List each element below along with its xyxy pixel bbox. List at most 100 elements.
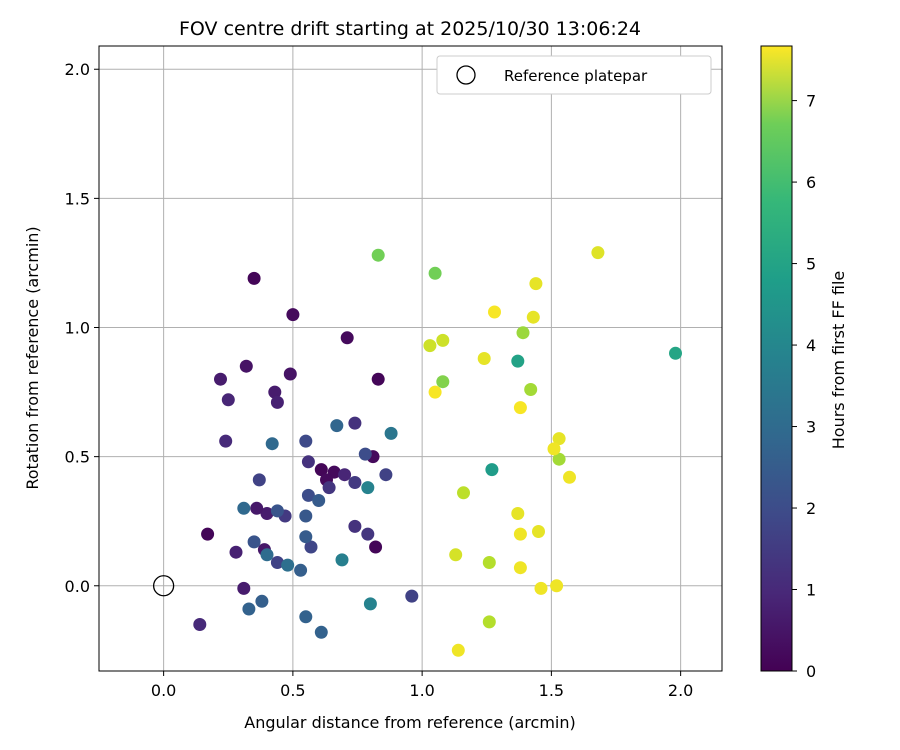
x-axis-ticks: 0.0 0.5 1.0 1.5 2.0 [151, 671, 693, 700]
x-tick-label: 1.5 [539, 681, 564, 700]
data-point [214, 372, 227, 386]
data-point [322, 481, 336, 495]
data-point [451, 643, 465, 657]
data-point [405, 589, 419, 603]
data-point [379, 468, 393, 482]
data-point [371, 248, 385, 262]
data-point [270, 395, 284, 409]
data-point [265, 437, 279, 451]
data-point [338, 468, 352, 482]
data-point [669, 346, 682, 360]
y-axis-label: Rotation from reference (arcmin) [23, 226, 42, 489]
data-point [363, 597, 377, 611]
data-point [526, 310, 540, 324]
data-point [449, 548, 463, 562]
data-point [516, 326, 530, 340]
data-point [330, 419, 344, 433]
data-point [299, 610, 313, 624]
data-point [348, 476, 362, 489]
data-point [547, 442, 561, 456]
data-point [511, 507, 525, 520]
data-point [268, 385, 282, 399]
data-point [239, 359, 253, 373]
y-tick-label: 1.5 [65, 189, 90, 208]
data-point [428, 385, 442, 399]
x-axis-label: Angular distance from reference (arcmin) [244, 713, 575, 732]
data-point [371, 372, 385, 386]
data-point [457, 486, 470, 500]
data-point [591, 246, 605, 260]
grid-lines [99, 46, 722, 671]
data-point [423, 339, 437, 353]
reference-platepar-marker [152, 575, 175, 597]
data-point [304, 540, 318, 554]
data-point [314, 625, 328, 639]
data-point [563, 470, 576, 484]
data-point [255, 594, 269, 608]
data-point [312, 494, 326, 507]
data-point [193, 618, 207, 631]
data-point [485, 463, 499, 477]
colorbar-tick-label: 6 [806, 173, 816, 192]
data-point [436, 375, 450, 389]
colorbar-tick-label: 3 [806, 418, 816, 437]
data-point [286, 308, 300, 322]
data-point [340, 331, 354, 345]
x-tick-label: 1.0 [409, 681, 434, 700]
data-point [201, 527, 215, 541]
data-point [511, 354, 525, 368]
data-point [361, 527, 375, 541]
legend-box [436, 55, 712, 95]
legend: Reference platepar [436, 55, 712, 95]
data-point [529, 277, 543, 291]
y-axis-ticks: 0.0 0.5 1.0 1.5 2.0 [65, 60, 99, 596]
data-point [314, 463, 328, 477]
data-point [358, 447, 372, 461]
y-tick-label: 2.0 [65, 60, 90, 79]
colorbar-ticks: 0 1 2 3 4 5 6 7 [792, 92, 816, 681]
data-point [552, 452, 566, 466]
data-point [247, 535, 261, 549]
colorbar-tick-label: 5 [806, 255, 816, 274]
data-point [281, 558, 295, 572]
colorbar-tick-label: 4 [806, 336, 816, 355]
colorbar-tick-label: 7 [806, 92, 816, 111]
data-point [482, 556, 496, 569]
data-point [436, 333, 450, 347]
colorbar-tick-label: 1 [806, 581, 816, 600]
data-point [294, 563, 308, 577]
data-point [348, 519, 362, 533]
data-point [361, 481, 375, 495]
data-point [221, 393, 235, 407]
data-point [513, 401, 527, 415]
data-point [283, 367, 297, 381]
data-point [384, 426, 398, 440]
data-point [270, 504, 284, 518]
data-point [250, 501, 264, 515]
legend-label-reference: Reference platepar [504, 67, 648, 85]
x-tick-label: 0.0 [151, 681, 176, 700]
colorbar-tick-label: 2 [806, 499, 816, 518]
data-point [335, 553, 349, 567]
data-point [550, 579, 564, 593]
data-point [348, 416, 362, 430]
data-points [152, 246, 682, 657]
data-point [270, 556, 284, 569]
data-point [252, 473, 266, 487]
colorbar: 0 1 2 3 4 5 6 7 Hours from first FF file [760, 45, 848, 681]
data-point [534, 581, 548, 595]
data-point [369, 540, 383, 554]
data-point [260, 548, 274, 562]
y-tick-label: 0.0 [65, 577, 90, 596]
data-point [524, 383, 538, 396]
x-tick-label: 0.5 [280, 681, 305, 700]
data-point [428, 266, 442, 280]
data-point [299, 509, 313, 523]
colorbar-tick-label: 0 [806, 662, 816, 681]
legend-marker-reference [456, 65, 476, 85]
x-tick-label: 2.0 [668, 681, 693, 700]
data-point [301, 488, 315, 502]
data-point [552, 432, 566, 446]
y-tick-label: 1.0 [65, 319, 90, 338]
